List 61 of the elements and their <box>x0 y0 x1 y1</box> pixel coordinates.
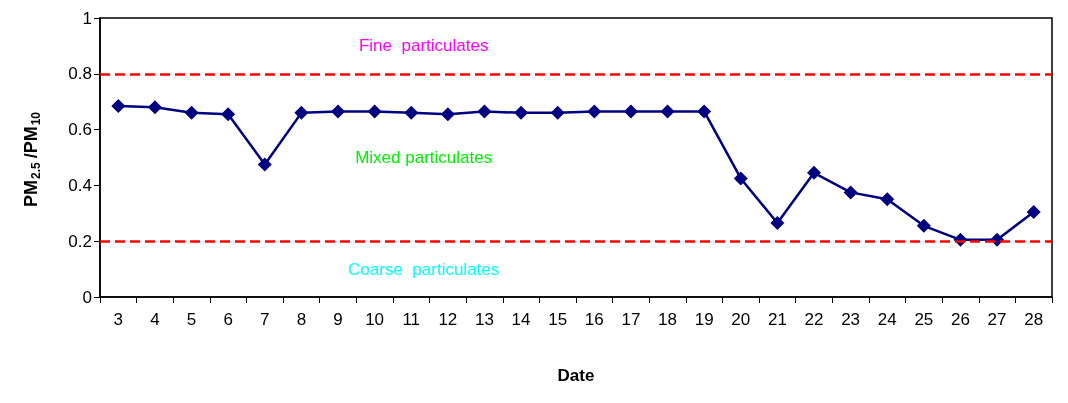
point <box>367 104 382 119</box>
point <box>623 104 638 119</box>
y-tick-label: 0 <box>82 287 92 307</box>
point <box>440 107 455 122</box>
x-tick-label: 21 <box>767 310 787 329</box>
x-tick-label: 26 <box>951 310 970 329</box>
x-tick-label: 9 <box>333 310 343 329</box>
x-tick-label: 24 <box>877 310 897 329</box>
x-tick-label: 5 <box>186 310 197 329</box>
annotation: Fine particulates <box>358 36 489 56</box>
point <box>697 104 712 119</box>
x-tick-label: 15 <box>548 310 568 329</box>
x-tick-label: 27 <box>987 310 1007 329</box>
point <box>184 105 199 120</box>
x-tick-label: 14 <box>511 310 531 329</box>
point <box>880 192 895 207</box>
point <box>550 105 565 120</box>
x-tick-label: 20 <box>731 310 751 329</box>
y-tick-label: 0.4 <box>68 175 92 195</box>
x-tick-label: 10 <box>365 310 385 329</box>
x-tick-label: 6 <box>223 310 233 329</box>
point <box>221 107 236 122</box>
x-tick-label: 19 <box>694 310 714 329</box>
x-axis-title: Date <box>557 366 595 385</box>
x-tick-label: 22 <box>804 310 824 329</box>
x-tick-label: 3 <box>113 310 124 329</box>
x-tick-label: 8 <box>296 310 307 329</box>
point <box>147 100 162 115</box>
point <box>257 157 272 172</box>
point <box>660 104 675 119</box>
point <box>331 104 345 119</box>
point <box>404 105 419 120</box>
point <box>587 104 602 119</box>
x-tick-label: 13 <box>475 310 494 329</box>
x-tick-label: 17 <box>621 310 641 329</box>
x-tick-label: 4 <box>150 310 160 329</box>
point <box>477 104 492 119</box>
point <box>843 185 858 200</box>
x-tick-label: 25 <box>914 310 934 329</box>
y-axis-title: PM2.5/PM10 <box>21 111 43 208</box>
x-tick-label: 18 <box>658 310 677 329</box>
y-tick-label: 0.8 <box>68 64 92 84</box>
point <box>294 105 309 120</box>
annotation: Coarse particulates <box>348 259 500 279</box>
point <box>514 105 529 120</box>
annotation: Mixed particulates <box>355 148 493 167</box>
point <box>770 216 785 231</box>
y-tick-label: 0.6 <box>68 120 92 140</box>
x-tick-label: 23 <box>841 310 861 329</box>
y-tick-label: 1 <box>82 8 92 28</box>
x-tick-label: 11 <box>402 310 421 329</box>
point <box>807 165 821 180</box>
x-tick-label: 16 <box>584 310 604 329</box>
point <box>111 98 126 113</box>
point <box>916 218 931 233</box>
x-tick-label: 28 <box>1024 310 1044 329</box>
y-tick-label: 0.2 <box>68 231 92 251</box>
point <box>733 171 748 186</box>
point <box>1026 204 1041 219</box>
x-tick-label: 12 <box>438 310 458 329</box>
x-tick-label: 7 <box>260 310 270 329</box>
